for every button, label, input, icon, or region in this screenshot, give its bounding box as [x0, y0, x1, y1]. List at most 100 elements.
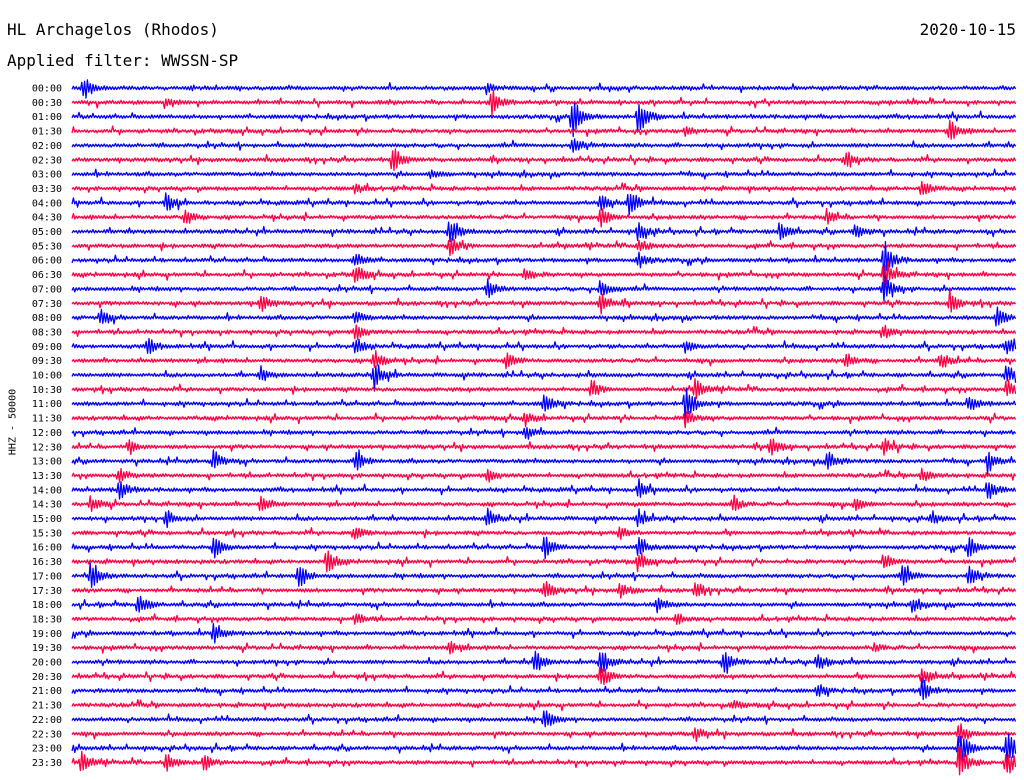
hour-label-0930: 09:30 [32, 356, 62, 367]
hour-label-0730: 07:30 [32, 299, 62, 310]
hour-label-2300: 23:00 [32, 744, 62, 755]
hour-label-0130: 01:30 [32, 127, 62, 138]
hour-label-2200: 22:00 [32, 715, 62, 726]
hour-label-1600: 16:00 [32, 543, 62, 554]
trace-0600 [71, 240, 1017, 283]
trace-0030 [71, 89, 1017, 116]
hour-label-0900: 09:00 [32, 342, 62, 353]
hour-label-0300: 03:00 [32, 170, 62, 181]
hour-label-1030: 10:30 [32, 385, 62, 396]
trace-0130 [71, 119, 1017, 140]
hour-label-0430: 04:30 [32, 213, 62, 224]
record-date: 2020-10-15 [919, 20, 1016, 39]
hour-label-2030: 20:30 [32, 672, 62, 683]
trace-0730 [71, 287, 1017, 315]
trace-1630 [71, 550, 1017, 573]
hour-label-0100: 01:00 [32, 112, 62, 123]
trace-0900 [71, 337, 1017, 355]
hour-label-1730: 17:30 [32, 586, 62, 597]
hour-label-0030: 00:30 [32, 98, 62, 109]
trace-0230 [71, 148, 1017, 172]
trace-1430 [71, 494, 1017, 513]
hour-label-1200: 12:00 [32, 428, 62, 439]
trace-0400 [71, 192, 1017, 216]
trace-1230 [71, 437, 1017, 456]
hour-label-0200: 02:00 [32, 141, 62, 152]
trace-2130 [71, 699, 1017, 712]
hour-label-1430: 14:30 [32, 500, 62, 511]
trace-1930 [71, 640, 1017, 655]
hour-label-0500: 05:00 [32, 227, 62, 238]
trace-1830 [71, 613, 1017, 626]
hour-label-1230: 12:30 [32, 442, 62, 453]
trace-2230 [71, 723, 1017, 743]
seismic-traces [71, 79, 1017, 776]
hour-label-1800: 18:00 [32, 600, 62, 611]
hour-label-1630: 16:30 [32, 557, 62, 568]
trace-0330 [71, 180, 1017, 195]
station-title: HL Archagelos (Rhodos) [7, 20, 219, 39]
trace-1330 [71, 467, 1017, 483]
trace-0830 [71, 324, 1017, 341]
hour-label-0230: 02:30 [32, 155, 62, 166]
hour-label-1500: 15:00 [32, 514, 62, 525]
hour-label-1930: 19:30 [32, 643, 62, 654]
hour-label-1300: 13:00 [32, 457, 62, 468]
trace-1700 [71, 562, 1017, 589]
trace-1600 [71, 536, 1017, 560]
trace-2030 [71, 666, 1017, 686]
trace-1300 [71, 449, 1017, 475]
trace-1500 [71, 507, 1017, 529]
trace-0930 [71, 350, 1017, 370]
trace-1400 [71, 478, 1017, 500]
hour-label-2330: 23:30 [32, 758, 62, 769]
hour-label-0830: 08:30 [32, 327, 62, 338]
hour-label-2130: 21:30 [32, 701, 62, 712]
hour-label-2230: 22:30 [32, 729, 62, 740]
applied-filter-label: Applied filter: WWSSN-SP [7, 51, 239, 70]
trace-1030 [71, 377, 1017, 400]
trace-1000 [71, 364, 1017, 392]
trace-1530 [71, 526, 1017, 540]
trace-1130 [71, 410, 1017, 429]
hour-label-1900: 19:00 [32, 629, 62, 640]
hour-label-0800: 08:00 [32, 313, 62, 324]
trace-0000 [71, 79, 1017, 99]
trace-2100 [71, 677, 1017, 701]
trace-2300 [71, 733, 1017, 767]
trace-0800 [71, 306, 1017, 327]
trace-0430 [71, 207, 1017, 228]
trace-2330 [71, 746, 1017, 776]
hour-labels: 00:00 00:30 01:00 01:30 02:00 02:30 03:00 03:30… [32, 84, 62, 769]
trace-0630 [71, 260, 1017, 295]
hour-label-1400: 14:00 [32, 485, 62, 496]
hour-label-0630: 06:30 [32, 270, 62, 281]
hour-label-0400: 04:00 [32, 198, 62, 209]
hour-label-0530: 05:30 [32, 241, 62, 252]
hour-label-0700: 07:00 [32, 284, 62, 295]
trace-0500 [71, 221, 1017, 243]
trace-1900 [71, 622, 1017, 644]
hour-label-1130: 11:30 [32, 414, 62, 425]
trace-2000 [71, 650, 1017, 674]
hour-label-1100: 11:00 [32, 399, 62, 410]
hour-label-1000: 10:00 [32, 371, 62, 382]
trace-0530 [71, 237, 1017, 257]
hour-label-0330: 03:30 [32, 184, 62, 195]
trace-0300 [71, 168, 1017, 180]
trace-1730 [71, 580, 1017, 599]
hour-label-1700: 17:00 [32, 571, 62, 582]
hour-label-1830: 18:30 [32, 614, 62, 625]
trace-2200 [71, 710, 1017, 728]
hour-label-1530: 15:30 [32, 528, 62, 539]
trace-1200 [71, 426, 1017, 440]
trace-1800 [71, 595, 1017, 614]
hour-label-1330: 13:30 [32, 471, 62, 482]
trace-0100 [71, 102, 1017, 138]
hour-label-0000: 00:00 [32, 84, 62, 95]
trace-0700 [71, 275, 1017, 302]
hour-label-0600: 06:00 [32, 256, 62, 267]
trace-1100 [71, 388, 1017, 422]
trace-0200 [71, 138, 1017, 153]
